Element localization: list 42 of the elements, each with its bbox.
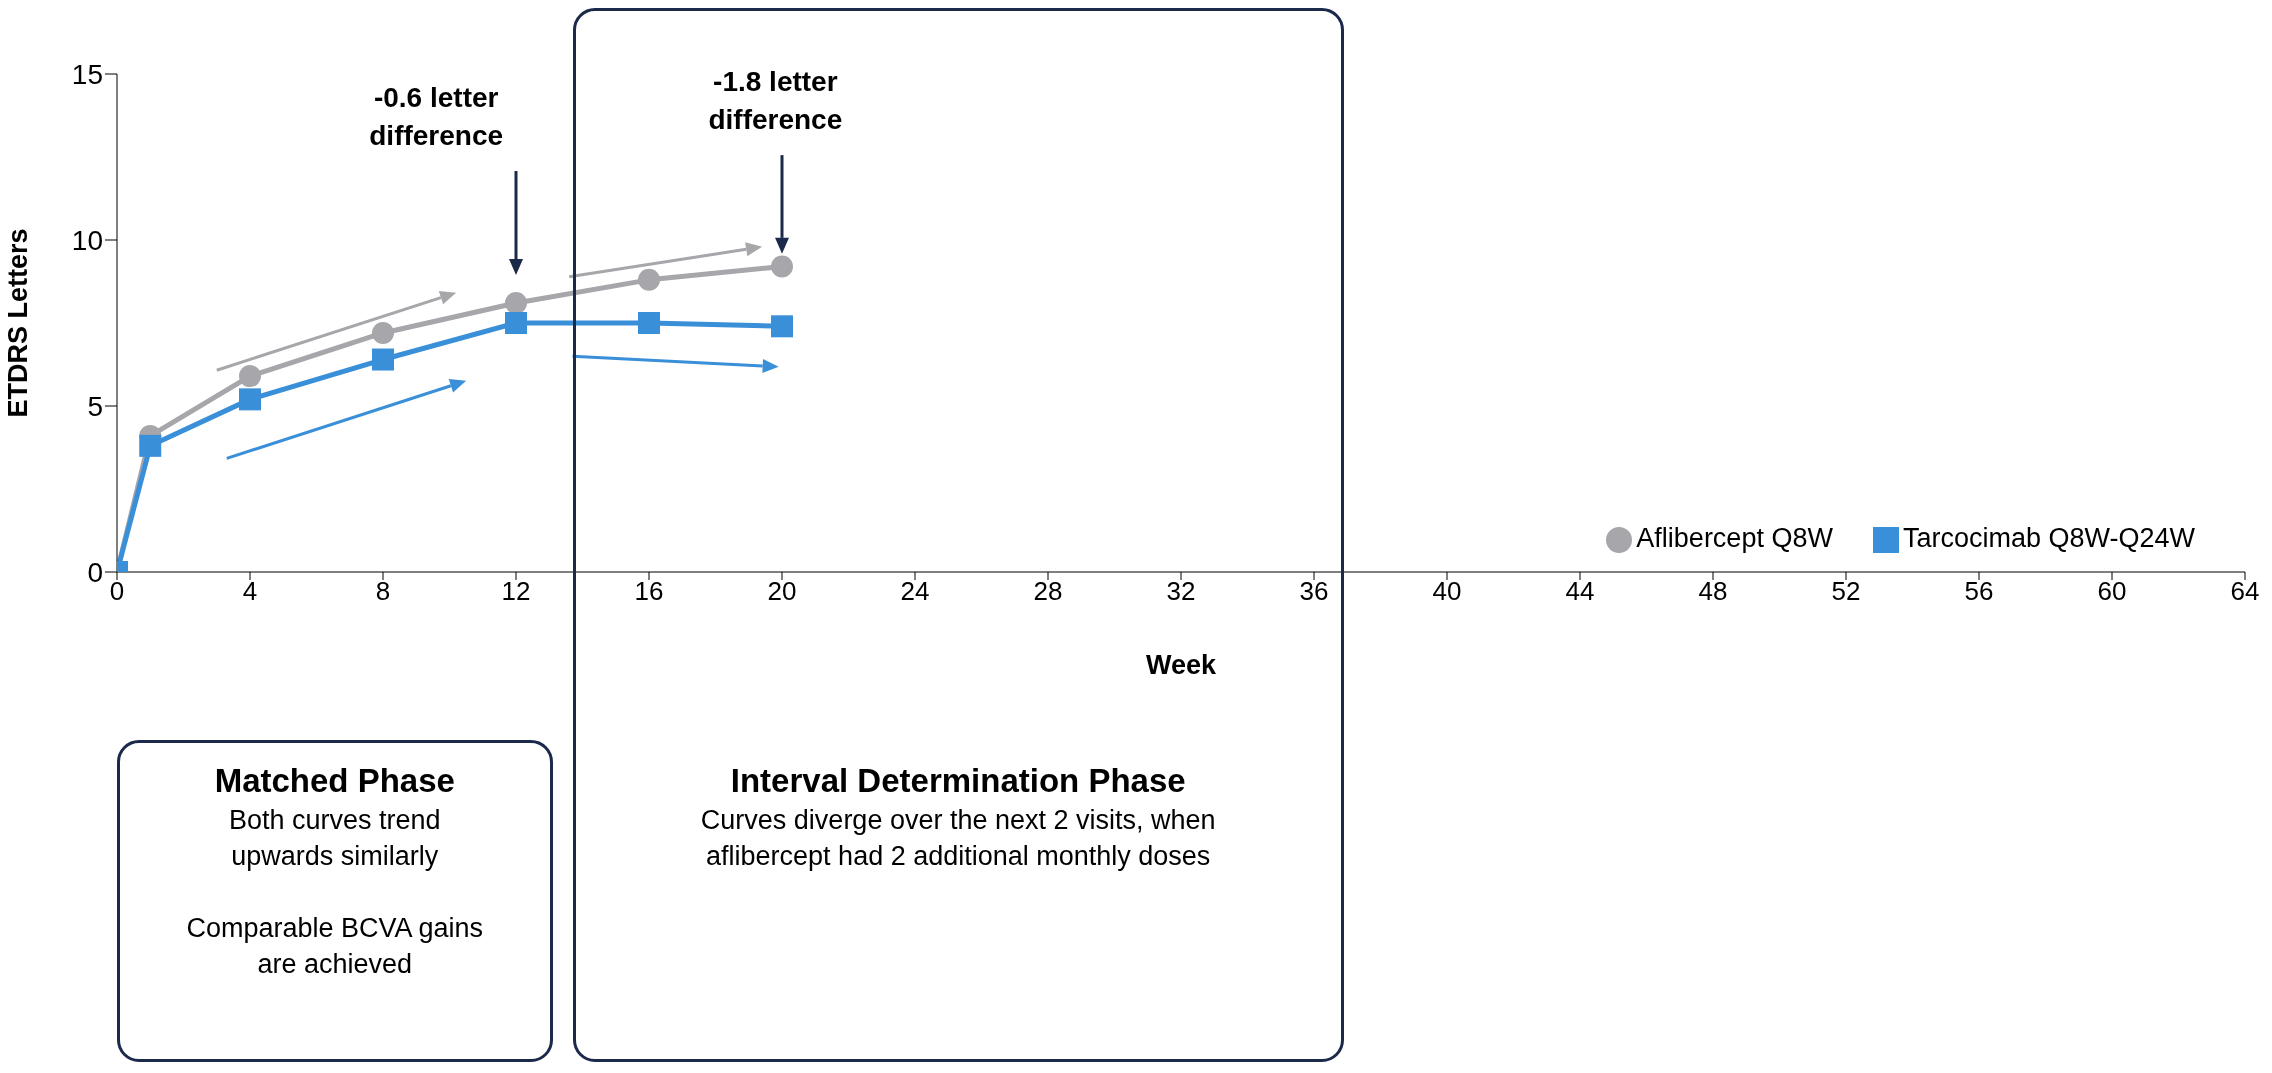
x-tick-label: 8 [375,576,391,607]
point [139,434,162,457]
x-tick-label: 36 [1299,576,1329,607]
point [239,365,261,388]
point [638,268,660,291]
text: Curves diverge over the next 2 visits, when aflibercept had 2 additional monthly doses [699,804,1217,873]
x-tick-label: 64 [2230,576,2260,607]
point [372,348,394,371]
x-tick-label: 60 [2097,576,2127,607]
x-tick-label: 20 [767,576,797,607]
x-tick-label: 44 [1565,576,1595,607]
text: Comparable BCVA gains are achieved [185,912,485,981]
legend-label: Aflibercept Q8W [1636,523,1833,553]
point [505,292,527,315]
x-tick-label: 4 [242,576,258,607]
text: Both curves trend upwards similarly [227,804,442,873]
x-tick-label: 48 [1698,576,1728,607]
text: Matched Phase [213,761,456,801]
y-tick-label: 15 [71,58,103,90]
y-tick-label: 10 [71,224,103,256]
point [771,255,793,278]
point [771,315,793,338]
x-tick-label: 56 [1964,576,1994,607]
x-tick-label: 24 [900,576,930,607]
x-tick-label: 52 [1831,576,1861,607]
point [372,321,394,344]
legend-label: Tarcocimab Q8W-Q24W [1902,523,2195,553]
text: Interval Determination Phase [729,761,1187,801]
x-tick-label: 16 [634,576,664,607]
annotation: -0.6 letter difference [368,80,505,153]
x-tick-label: 28 [1033,576,1063,607]
point [638,312,660,334]
point [239,388,261,411]
x-tick-label: 40 [1432,576,1462,607]
x-tick-label: 12 [501,576,531,607]
point [505,312,527,334]
x-tick-label: 32 [1166,576,1196,607]
y-tick-label: 5 [87,390,103,422]
x-axis-title: Week [1145,650,1217,680]
x-tick-label: 0 [109,576,125,607]
annotation: -1.8 letter difference [707,65,844,138]
y-axis-title: ETDRS Letters [2,228,33,418]
